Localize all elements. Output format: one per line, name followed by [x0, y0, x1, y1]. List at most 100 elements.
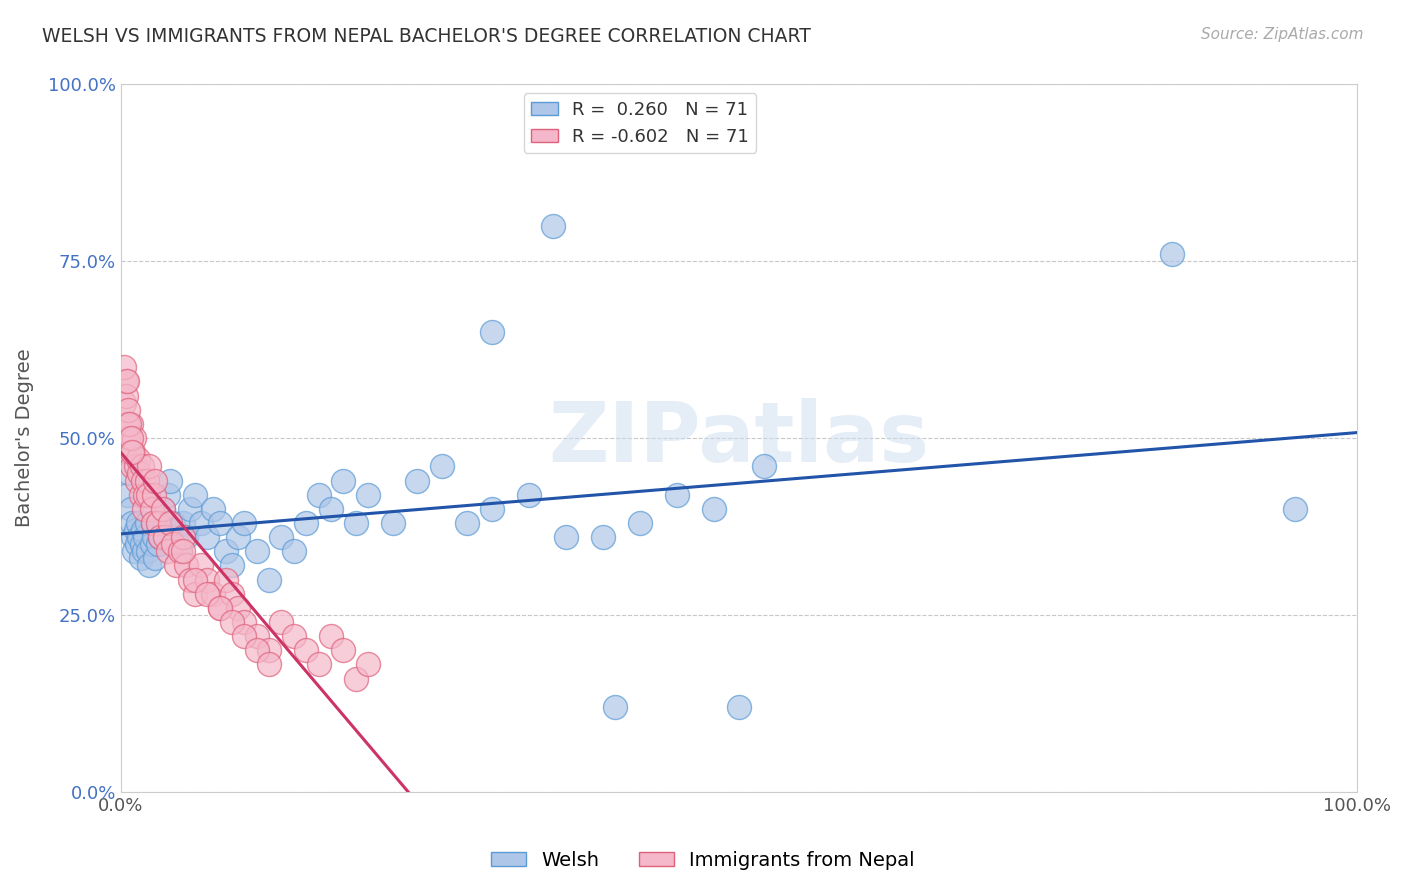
- Point: [145, 474, 167, 488]
- Point: [138, 558, 160, 573]
- Point: [215, 573, 238, 587]
- Point: [270, 615, 292, 629]
- Point: [122, 445, 145, 459]
- Point: [295, 516, 318, 530]
- Point: [456, 516, 478, 530]
- Point: [481, 325, 503, 339]
- Point: [155, 530, 177, 544]
- Point: [114, 360, 136, 375]
- Point: [592, 530, 614, 544]
- Point: [125, 474, 148, 488]
- Point: [152, 501, 174, 516]
- Point: [190, 558, 212, 573]
- Point: [1284, 501, 1306, 516]
- Point: [117, 431, 139, 445]
- Point: [135, 474, 157, 488]
- Point: [174, 558, 197, 573]
- Point: [134, 501, 156, 516]
- Point: [172, 530, 194, 544]
- Point: [179, 501, 201, 516]
- Point: [128, 530, 150, 544]
- Point: [357, 488, 380, 502]
- Point: [131, 459, 153, 474]
- Point: [134, 488, 156, 502]
- Point: [208, 516, 231, 530]
- Point: [221, 587, 243, 601]
- Point: [120, 417, 142, 431]
- Point: [129, 551, 152, 566]
- Point: [127, 516, 149, 530]
- Point: [246, 544, 269, 558]
- Point: [406, 474, 429, 488]
- Point: [162, 516, 184, 530]
- Point: [115, 488, 138, 502]
- Point: [308, 657, 330, 672]
- Point: [172, 544, 194, 558]
- Point: [131, 537, 153, 551]
- Point: [165, 558, 187, 573]
- Point: [169, 544, 191, 558]
- Point: [142, 516, 165, 530]
- Point: [162, 537, 184, 551]
- Point: [215, 544, 238, 558]
- Point: [332, 474, 354, 488]
- Point: [257, 657, 280, 672]
- Point: [124, 459, 146, 474]
- Point: [136, 544, 159, 558]
- Point: [202, 587, 225, 601]
- Point: [134, 530, 156, 544]
- Point: [169, 544, 191, 558]
- Point: [118, 467, 141, 481]
- Text: WELSH VS IMMIGRANTS FROM NEPAL BACHELOR'S DEGREE CORRELATION CHART: WELSH VS IMMIGRANTS FROM NEPAL BACHELOR'…: [42, 27, 811, 45]
- Point: [202, 501, 225, 516]
- Point: [156, 488, 179, 502]
- Point: [246, 629, 269, 643]
- Point: [208, 600, 231, 615]
- Point: [1160, 247, 1182, 261]
- Point: [146, 537, 169, 551]
- Point: [121, 516, 143, 530]
- Y-axis label: Bachelor's Degree: Bachelor's Degree: [15, 349, 34, 527]
- Point: [138, 459, 160, 474]
- Point: [121, 445, 143, 459]
- Point: [121, 459, 143, 474]
- Point: [156, 544, 179, 558]
- Point: [114, 395, 136, 409]
- Point: [728, 699, 751, 714]
- Point: [114, 389, 136, 403]
- Point: [125, 537, 148, 551]
- Point: [295, 643, 318, 657]
- Point: [141, 501, 163, 516]
- Point: [115, 417, 138, 431]
- Point: [208, 600, 231, 615]
- Point: [195, 587, 218, 601]
- Point: [184, 587, 207, 601]
- Point: [118, 445, 141, 459]
- Point: [117, 402, 139, 417]
- Point: [221, 558, 243, 573]
- Point: [481, 501, 503, 516]
- Point: [132, 523, 155, 537]
- Point: [115, 375, 138, 389]
- Point: [226, 600, 249, 615]
- Point: [628, 516, 651, 530]
- Point: [120, 431, 142, 445]
- Text: Source: ZipAtlas.com: Source: ZipAtlas.com: [1201, 27, 1364, 42]
- Point: [666, 488, 689, 502]
- Point: [172, 516, 194, 530]
- Point: [246, 643, 269, 657]
- Point: [174, 530, 197, 544]
- Point: [136, 488, 159, 502]
- Point: [270, 530, 292, 544]
- Point: [145, 551, 167, 566]
- Point: [257, 643, 280, 657]
- Point: [146, 516, 169, 530]
- Point: [184, 573, 207, 587]
- Legend: Welsh, Immigrants from Nepal: Welsh, Immigrants from Nepal: [484, 843, 922, 878]
- Point: [179, 573, 201, 587]
- Point: [135, 516, 157, 530]
- Point: [543, 219, 565, 233]
- Point: [605, 699, 627, 714]
- Point: [554, 530, 576, 544]
- Point: [124, 544, 146, 558]
